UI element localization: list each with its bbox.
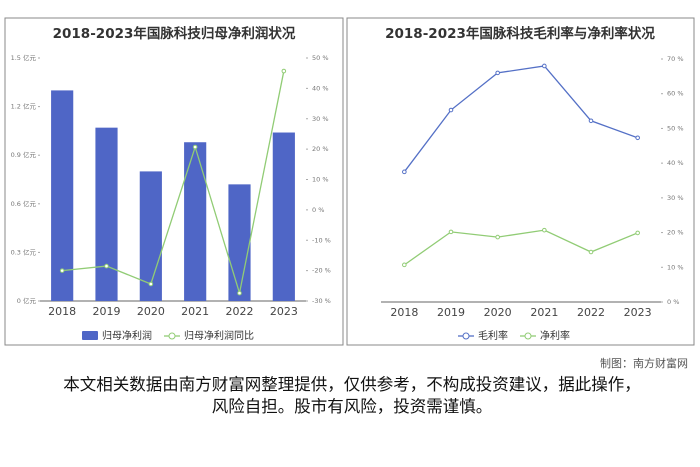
point [237,290,242,296]
panel-frame [346,17,695,346]
y2-tick-label: 40 % [312,84,329,92]
y2-tick-label: 10 % [312,176,329,184]
x-tick-label: 2021 [181,305,209,318]
charts: 2018-2023年国脉科技归母净利润状况 0 亿元 0.3 亿元 0.6 亿元 0.9… [4,17,695,346]
line [403,65,638,173]
point [59,268,65,273]
point [148,281,154,287]
y-tick-label: 0.9 亿元 [11,150,37,159]
y2-tick-label: 70 % [667,55,684,63]
y2-tick-label: 50 % [312,54,329,62]
y-tick-label: 1.5 亿元 [11,53,37,62]
bar [272,132,295,301]
point [495,70,500,76]
legend-swatch [462,332,470,340]
y2-tick-label: 20 % [667,229,684,237]
line [403,229,638,266]
legend-swatch [168,332,176,340]
chart-title: 2018-2023年国脉科技归母净利润状况 [53,25,296,42]
x-tick-label: 2018 [390,306,418,319]
disclaimer: 本文相关数据由南方财富网整理提供，仅供参考，不构成投资建议，据此操作，风险自担。… [63,375,641,416]
x-tick-label: 2022 [226,305,254,318]
y-tick-label: 0.3 亿元 [11,247,37,256]
point [192,144,198,150]
y2-tick-label: 40 % [667,159,684,167]
y2-tick-label: -20 % [312,267,331,275]
legend-label: 净利率 [540,329,570,342]
y2-tick-label: 60 % [667,90,684,98]
y2-tick-label: -10 % [312,236,331,244]
chart-title: 2018-2023年国脉科技毛利率与净利率状况 [385,25,655,42]
x-tick-label: 2020 [484,306,512,319]
point [588,118,594,124]
x-tick-label: 2020 [137,305,165,318]
credit: 制图：南方财富网 [600,357,688,370]
x-tick-label: 2022 [577,306,605,319]
legend-label: 归母净利润 [102,329,152,342]
y-tick-label: 0.6 亿元 [11,199,37,208]
point [281,68,287,74]
bar [228,184,251,301]
y2-tick-label: 10 % [667,263,684,271]
bar [184,142,207,301]
line [62,70,285,294]
legend-label: 归母净利润同比 [184,329,254,342]
y-tick-label: 1.2 亿元 [11,102,37,111]
point [495,234,500,240]
y2-tick-label: 0 % [312,206,324,214]
y2-tick-label: 20 % [312,145,329,153]
legend-label: 毛利率 [478,329,508,342]
point [635,230,640,236]
point [402,169,407,175]
legend-swatch [524,332,532,340]
bar [139,171,162,301]
legend-swatch [82,331,98,340]
point [448,229,454,235]
point [402,262,407,268]
y2-tick-label: -30 % [312,297,331,305]
point [448,107,454,113]
x-tick-label: 2023 [624,306,652,319]
point [635,135,640,141]
y2-tick-label: 50 % [667,124,684,132]
x-tick-label: 2018 [48,305,76,318]
panel-frame [4,17,344,346]
y2-tick-label: 0 % [667,298,679,306]
x-tick-label: 2021 [530,306,558,319]
x-tick-label: 2019 [437,306,465,319]
x-tick-label: 2023 [270,305,298,318]
bar [95,127,118,301]
point [542,227,547,233]
y2-tick-label: 30 % [312,115,329,123]
bar [51,90,74,302]
y2-tick-label: 30 % [667,194,684,202]
point [542,63,547,69]
x-tick-label: 2019 [93,305,121,318]
y-tick-label: 0 亿元 [17,296,37,305]
point [588,249,594,255]
point [104,263,109,269]
